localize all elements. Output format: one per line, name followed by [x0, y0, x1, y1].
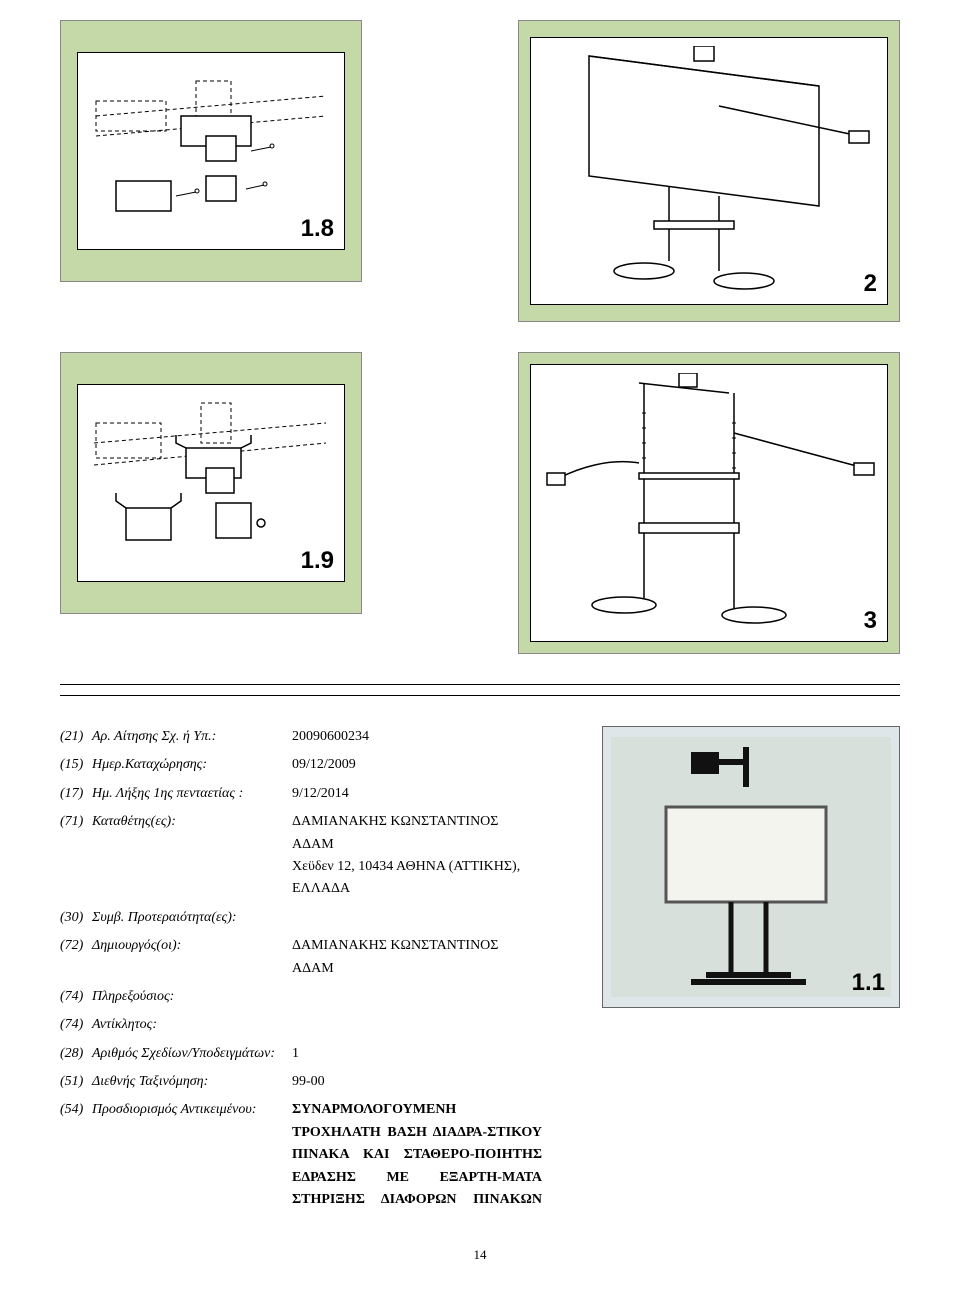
field-74a: (74) Πληρεξούσιος:: [60, 986, 542, 1008]
field-value: ΣΥΝΑΡΜΟΛΟΓΟΥΜΕΝΗ ΤΡΟΧΗΛΑΤΗ ΒΑΣΗ ΔΙΑΔΡΑ-Σ…: [292, 1099, 542, 1211]
field-label: Συμβ. Προτεραιότητα(ες):: [92, 907, 292, 929]
field-code: (21): [60, 726, 92, 748]
field-code: (54): [60, 1099, 92, 1211]
field-value: 09/12/2009: [292, 754, 542, 776]
bibliographic-fields: (21) Αρ. Αίτησης Σχ. ή Υπ.: 20090600234 …: [60, 726, 542, 1217]
drawing-3: [539, 373, 879, 633]
field-54: (54) Προσδιορισμός Αντικειμένου: ΣΥΝΑΡΜΟ…: [60, 1099, 542, 1211]
field-30: (30) Συμβ. Προτεραιότητα(ες):: [60, 907, 542, 929]
field-value: ΔΑΜΙΑΝΑΚΗΣ ΚΩΝΣΤΑΝΤΙΝΟΣ ΑΔΑΜ: [292, 935, 542, 980]
figure-1-9: 1.9: [60, 352, 362, 614]
photo-1-1: 1.1: [602, 726, 900, 1008]
drawing-2: [539, 46, 879, 296]
field-21: (21) Αρ. Αίτησης Σχ. ή Υπ.: 20090600234: [60, 726, 542, 748]
field-label: Καταθέτης(ες):: [92, 811, 292, 901]
field-code: (74): [60, 1014, 92, 1036]
divider-top: [60, 684, 900, 685]
field-code: (28): [60, 1043, 92, 1065]
field-label: Αριθμός Σχεδίων/Υποδειγμάτων:: [92, 1043, 292, 1065]
field-label: Ημερ.Καταχώρησης:: [92, 754, 292, 776]
field-value: 9/12/2014: [292, 783, 542, 805]
figure-row-2: 1.9: [60, 352, 900, 654]
figure-row-1: 1.8: [60, 20, 900, 322]
figure-1-8: 1.8: [60, 20, 362, 282]
field-28: (28) Αριθμός Σχεδίων/Υποδειγμάτων: 1: [60, 1043, 542, 1065]
field-15: (15) Ημερ.Καταχώρησης: 09/12/2009: [60, 754, 542, 776]
field-code: (30): [60, 907, 92, 929]
figure-label-2: 2: [864, 270, 877, 298]
divider-bottom: [60, 695, 900, 696]
field-value: 99-00: [292, 1071, 542, 1093]
photo-label: 1.1: [852, 969, 885, 997]
field-value: ΔΑΜΙΑΝΑΚΗΣ ΚΩΝΣΤΑΝΤΙΝΟΣ ΑΔΑΜ Χεϋδεν 12, …: [292, 811, 542, 901]
page-number: 14: [60, 1247, 900, 1263]
field-label: Ημ. Λήξης 1ης πενταετίας :: [92, 783, 292, 805]
field-label: Προσδιορισμός Αντικειμένου:: [92, 1099, 292, 1211]
field-51: (51) Διεθνής Ταξινόμηση: 99-00: [60, 1071, 542, 1093]
field-value: [292, 1014, 542, 1036]
field-code: (72): [60, 935, 92, 980]
field-value: 1: [292, 1043, 542, 1065]
field-code: (74): [60, 986, 92, 1008]
field-value: [292, 986, 542, 1008]
field-label: Διεθνής Ταξινόμηση:: [92, 1071, 292, 1093]
field-value: 20090600234: [292, 726, 542, 748]
figure-3: 3: [518, 352, 900, 654]
drawing-1-9: [86, 393, 336, 573]
field-value: [292, 907, 542, 929]
field-71: (71) Καταθέτης(ες): ΔΑΜΙΑΝΑΚΗΣ ΚΩΝΣΤΑΝΤΙ…: [60, 811, 542, 901]
field-label: Δημιουργός(οι):: [92, 935, 292, 980]
photo-drawing: [611, 737, 891, 997]
field-72: (72) Δημιουργός(οι): ΔΑΜΙΑΝΑΚΗΣ ΚΩΝΣΤΑΝΤ…: [60, 935, 542, 980]
field-label: Αρ. Αίτησης Σχ. ή Υπ.:: [92, 726, 292, 748]
field-code: (71): [60, 811, 92, 901]
field-74b: (74) Αντίκλητος:: [60, 1014, 542, 1036]
figure-label-3: 3: [864, 607, 877, 635]
figure-label-1-8: 1.8: [301, 215, 334, 243]
field-label: Πληρεξούσιος:: [92, 986, 292, 1008]
field-label: Αντίκλητος:: [92, 1014, 292, 1036]
field-code: (15): [60, 754, 92, 776]
figure-label-1-9: 1.9: [301, 547, 334, 575]
drawing-1-8: [86, 61, 336, 241]
figure-2: 2: [518, 20, 900, 322]
field-code: (51): [60, 1071, 92, 1093]
field-code: (17): [60, 783, 92, 805]
field-17: (17) Ημ. Λήξης 1ης πενταετίας : 9/12/201…: [60, 783, 542, 805]
